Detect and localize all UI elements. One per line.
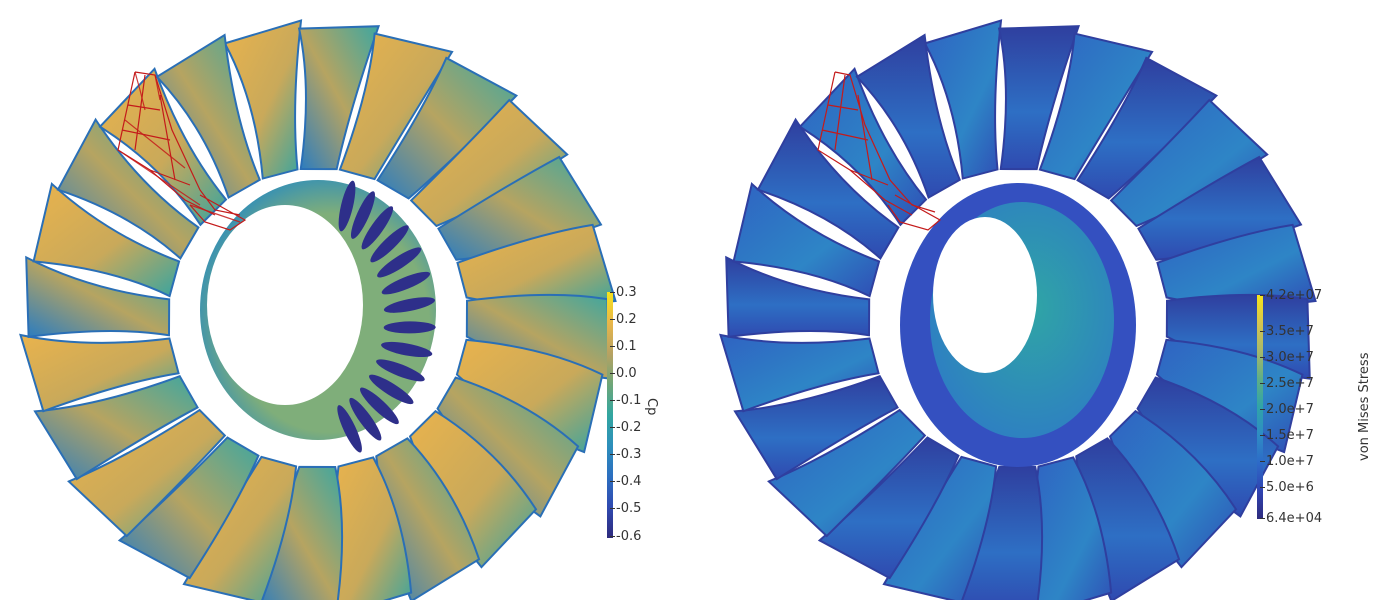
cp-tick: -0.4 xyxy=(609,474,642,489)
cp-tick: 0.0 xyxy=(610,366,637,381)
cp-colorbar-title: Cp xyxy=(644,398,659,416)
cp-tick: -0.3 xyxy=(609,447,642,462)
cp-tick: -0.1 xyxy=(609,393,642,408)
stress-tick: 6.4e+04 xyxy=(1259,511,1323,526)
stress-tick: 1.5e+7 xyxy=(1260,428,1314,443)
turbine-blade xyxy=(767,408,927,538)
turbine-stress-render xyxy=(719,19,1317,600)
turbine-blade xyxy=(376,56,519,200)
hub-slot xyxy=(370,225,409,263)
stress-tick: 2.0e+7 xyxy=(1260,402,1314,417)
hub-slot xyxy=(338,180,356,232)
blade-set xyxy=(719,19,1317,600)
cp-tick: 0.3 xyxy=(610,285,637,300)
turbine-blade xyxy=(67,408,227,538)
cp-render-panel: 0.3 0.2 0.1 0.0 -0.1 -0.2 -0.3 -0.4 -0.5… xyxy=(19,19,659,600)
cp-tick: 0.2 xyxy=(610,312,637,327)
stress-tick: 4.2e+07 xyxy=(1259,288,1323,303)
cp-tick: 0.1 xyxy=(610,339,637,354)
stress-tick: 3.5e+7 xyxy=(1260,324,1314,339)
cp-colorbar-gradient xyxy=(607,292,613,538)
hub-opening xyxy=(933,217,1037,373)
turbine-blade xyxy=(1038,32,1154,181)
turbine-blade xyxy=(733,375,899,481)
stress-render-panel: 4.2e+07 3.5e+7 3.0e+7 2.5e+7 2.0e+7 1.5e… xyxy=(700,0,1400,600)
control-lattice-icon xyxy=(117,71,247,231)
turbine-cp-render xyxy=(19,19,617,600)
stress-tick: 5.0e+6 xyxy=(1260,480,1314,495)
turbine-blade xyxy=(33,375,199,481)
turbine-blade xyxy=(725,255,871,339)
hub-slot xyxy=(350,191,375,239)
cp-tick: -0.6 xyxy=(609,529,642,544)
hub-slot xyxy=(383,321,436,334)
turbine-blade xyxy=(732,182,881,298)
turbine-blade xyxy=(997,25,1081,171)
turbine-blade xyxy=(19,333,180,413)
stress-colorbar-title: von Mises Stress xyxy=(1357,352,1372,461)
turbine-blade xyxy=(817,436,960,580)
hub-opening xyxy=(207,205,363,405)
hub-slot xyxy=(383,297,435,313)
stress-tick: 2.5e+7 xyxy=(1260,376,1314,391)
hub-slot xyxy=(361,206,394,250)
cp-tick: -0.2 xyxy=(609,420,642,435)
stress-tick: 1.0e+7 xyxy=(1260,454,1314,469)
hub-slots xyxy=(337,180,436,453)
hub-slot xyxy=(381,341,433,358)
stress-colorbar-gradient xyxy=(1257,295,1263,519)
cp-tick: -0.5 xyxy=(609,501,642,516)
hub-slot xyxy=(369,374,414,405)
turbine-blade xyxy=(756,117,900,260)
control-lattice-icon xyxy=(817,71,942,231)
hub-slot xyxy=(337,405,362,453)
stress-tick: 3.0e+7 xyxy=(1260,350,1314,365)
turbine-blade xyxy=(719,333,880,413)
turbine-blade xyxy=(32,182,181,298)
turbine-blade xyxy=(56,117,200,260)
turbine-blade xyxy=(855,33,962,200)
turbine-blade xyxy=(1076,56,1219,200)
hub-slot xyxy=(359,387,399,425)
turbine-blade xyxy=(25,255,171,339)
hub-slot xyxy=(377,247,422,278)
turbine-blade xyxy=(338,32,454,181)
turbine-blade xyxy=(223,19,303,180)
hub-slot xyxy=(381,271,431,295)
hub-slot xyxy=(376,359,425,382)
turbine-blade xyxy=(155,33,262,200)
turbine-blade xyxy=(923,19,1003,180)
blade-set xyxy=(19,19,617,600)
turbine-blade xyxy=(117,436,260,580)
hub-slot xyxy=(349,397,382,441)
turbine-blade xyxy=(297,25,381,171)
